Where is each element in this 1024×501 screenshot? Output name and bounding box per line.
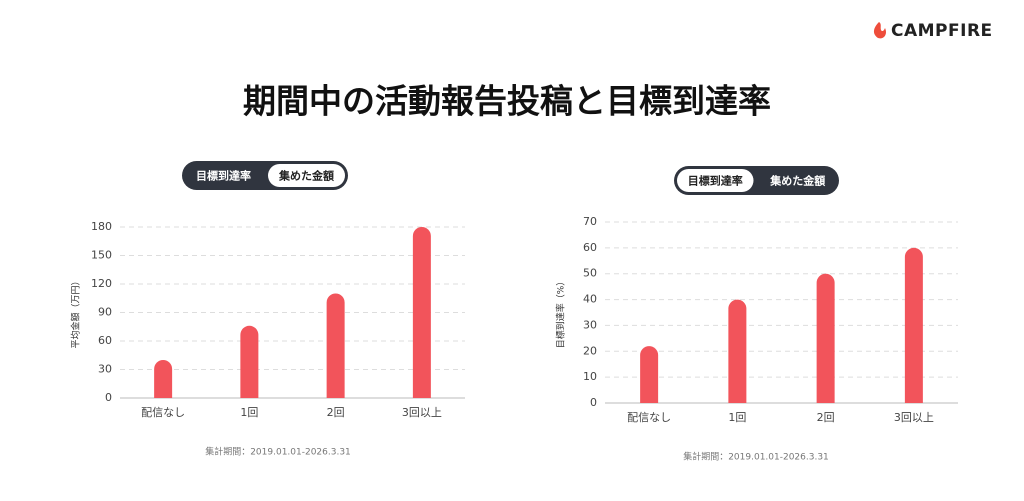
bar xyxy=(240,325,259,398)
y-tick-label: 30 xyxy=(583,318,597,331)
logo: CAMPFIRE xyxy=(873,21,993,41)
toggle: 目標到達率 集めた金額 xyxy=(674,166,839,195)
x-tick-label: 配信なし xyxy=(627,411,671,424)
bar xyxy=(154,360,173,398)
toggle: 目標到達率 集めた金額 xyxy=(182,161,348,190)
bar xyxy=(412,227,431,398)
y-tick-label: 120 xyxy=(91,277,112,290)
bar xyxy=(728,299,747,403)
page-title: 期間中の活動報告投稿と目標到達率 xyxy=(243,82,771,121)
toggle-active-pill xyxy=(677,169,754,192)
x-tick-label: 1回 xyxy=(728,411,746,424)
y-tick-label: 0 xyxy=(105,391,112,404)
logo-text: CAMPFIRE xyxy=(891,21,993,41)
y-tick-label: 0 xyxy=(590,396,597,409)
y-tick-label: 150 xyxy=(91,249,112,262)
x-tick-label: 配信なし xyxy=(141,406,185,419)
y-tick-label: 50 xyxy=(583,267,597,280)
bar xyxy=(640,346,659,403)
y-tick-label: 180 xyxy=(91,220,112,233)
x-tick-label: 2回 xyxy=(327,406,345,419)
chart: 0 30 60 90 120 150 180 平均金額（万円） 配信なし 1回 2回 3回以上 目標到達… xyxy=(70,161,465,458)
y-tick-label: 70 xyxy=(583,215,597,228)
y-tick-label: 20 xyxy=(583,344,597,357)
period-note: 集計期間：2019.01.01-2026.3.31 xyxy=(683,451,829,463)
y-tick-label: 40 xyxy=(583,293,597,306)
y-tick-label: 10 xyxy=(583,370,597,383)
toggle-active-pill xyxy=(268,164,345,187)
y-tick-label: 30 xyxy=(98,363,112,376)
y-tick-label: 90 xyxy=(98,306,112,319)
toggle-option[interactable]: 集めた金額 xyxy=(278,169,334,183)
y-tick-label: 60 xyxy=(98,334,112,347)
logo-icon xyxy=(873,22,887,39)
x-tick-label: 3回以上 xyxy=(402,406,442,419)
y-axis-label: 平均金額（万円） xyxy=(70,276,82,348)
chart: 0 10 20 30 40 50 60 70 目標到達率（%） 配信なし 1回 2回 3回以上 目標到達率… xyxy=(555,166,958,463)
toggle-option[interactable]: 目標到達率 xyxy=(196,169,251,183)
bar xyxy=(816,273,835,403)
x-tick-label: 1回 xyxy=(240,406,258,419)
toggle-option[interactable]: 集めた金額 xyxy=(769,174,825,188)
bar xyxy=(904,247,923,403)
toggle-option[interactable]: 目標到達率 xyxy=(688,174,743,188)
bar xyxy=(326,293,345,398)
y-tick-label: 60 xyxy=(583,241,597,254)
x-tick-label: 3回以上 xyxy=(894,411,934,424)
x-tick-label: 2回 xyxy=(817,411,835,424)
y-axis-label: 目標到達率（%） xyxy=(555,277,567,349)
period-note: 集計期間：2019.01.01-2026.3.31 xyxy=(205,446,351,458)
